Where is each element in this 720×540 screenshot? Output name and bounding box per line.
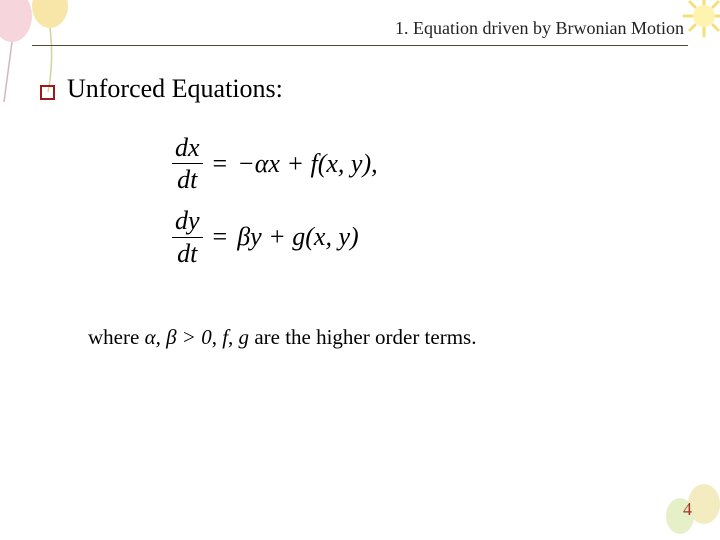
equation-block: dx dt = −αx + f(x, y), dy dt = βy + g(x,…: [172, 132, 688, 269]
rhs-1: −αx + f(x, y),: [237, 148, 377, 179]
fraction-dx-dt: dx dt: [172, 132, 203, 195]
equation-1: dx dt = −αx + f(x, y),: [172, 132, 688, 195]
equals-sign: =: [213, 221, 228, 252]
square-bullet-icon: [40, 85, 55, 100]
numerator: dx: [172, 132, 203, 163]
denominator: dt: [174, 238, 200, 269]
slide-content: 1. Equation driven by Brwonian Motion Un…: [0, 0, 720, 540]
where-clause: where α, β > 0, f, g are the higher orde…: [88, 325, 688, 350]
fraction-dy-dt: dy dt: [172, 205, 203, 268]
note-funcs: f, g: [222, 325, 249, 349]
note-sep: ,: [212, 325, 223, 349]
equation-2: dy dt = βy + g(x, y): [172, 205, 688, 268]
section-header: 1. Equation driven by Brwonian Motion: [32, 18, 688, 46]
denominator: dt: [174, 164, 200, 195]
rhs-2: βy + g(x, y): [237, 221, 358, 252]
numerator: dy: [172, 205, 203, 236]
page-number: 4: [683, 499, 692, 520]
note-condition: α, β > 0: [145, 325, 212, 349]
note-suffix: are the higher order terms.: [249, 325, 476, 349]
note-prefix: where: [88, 325, 145, 349]
section-title: 1. Equation driven by Brwonian Motion: [395, 18, 684, 38]
bullet-label: Unforced Equations:: [67, 74, 283, 104]
equals-sign: =: [213, 148, 228, 179]
bullet-item: Unforced Equations:: [40, 74, 688, 104]
